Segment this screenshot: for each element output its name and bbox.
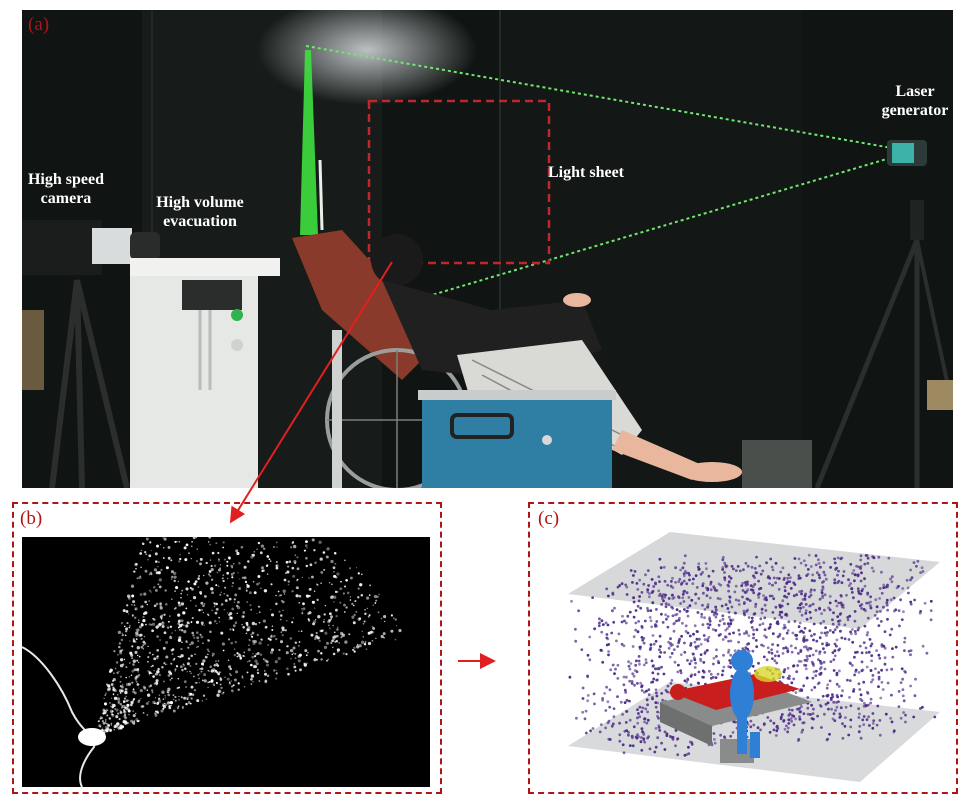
panel-b-frame [12, 502, 442, 794]
panel-c-label: (c) [538, 508, 560, 529]
camera-label: High speed camera [27, 171, 104, 207]
simulation-image [540, 514, 948, 789]
setup-photo: (a) High speed camera High volume evacua… [22, 10, 953, 488]
panel-b-label: (b) [20, 508, 43, 529]
light-sheet-box [367, 99, 551, 265]
blue-case [418, 390, 616, 488]
side-stand [742, 440, 812, 488]
panel-c-frame [528, 502, 958, 794]
evacuation-unit [130, 258, 280, 488]
panel-a-label: (a) [28, 14, 50, 35]
setup-scene [22, 10, 953, 488]
doctor-model [720, 650, 782, 763]
droplet-spray [22, 537, 402, 787]
light-sheet-label: Light sheet [548, 164, 624, 181]
evacuation-label: High volume evacuation [156, 194, 244, 230]
simulation-scene [568, 532, 940, 782]
droplet-image [22, 537, 430, 787]
high-speed-camera [22, 220, 160, 488]
laser-label: Laser generator [881, 83, 949, 119]
laser-beam-vertical [300, 50, 318, 235]
